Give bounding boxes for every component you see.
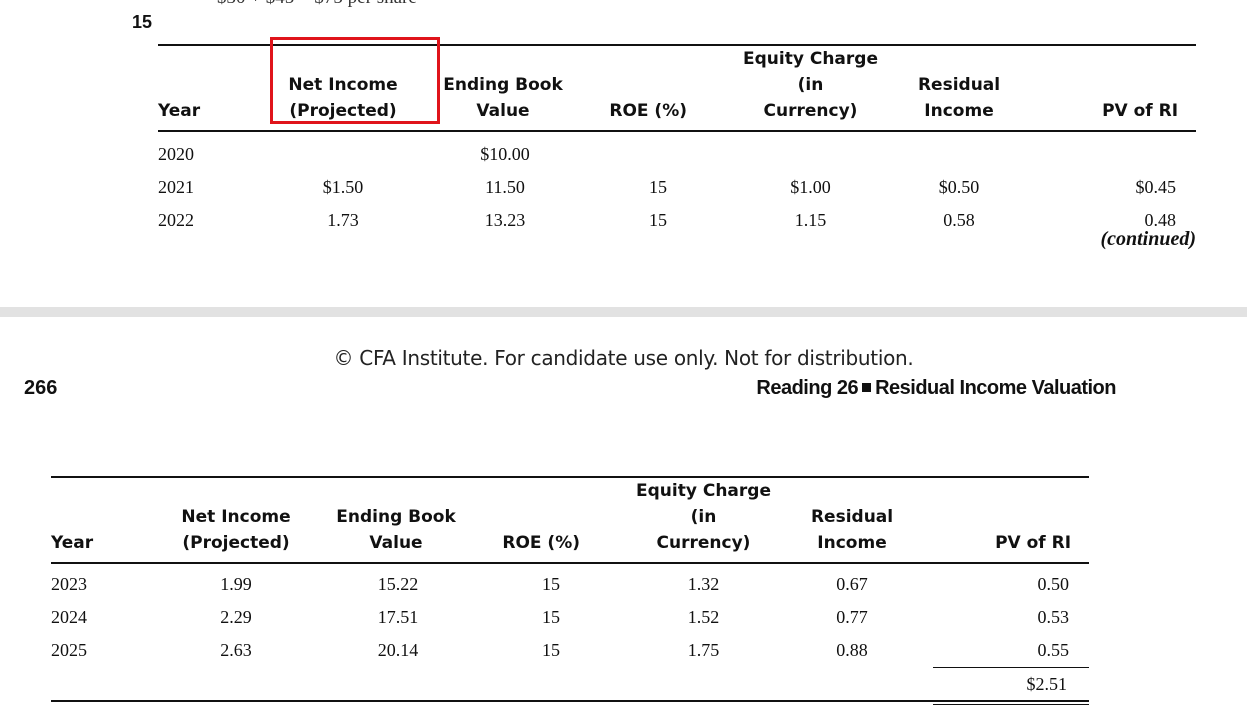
table-row: 2020 $10.00 [158,131,1196,171]
square-bullet-icon [862,382,872,392]
header-equity-charge: Equity Charge (in Currency) [636,481,771,553]
running-head-title: Residual Income Valuation [875,377,1116,399]
cell-equity-charge: 1.52 [687,607,720,627]
cell-pv-total: $2.51 [933,667,1090,705]
cell-ending-book-value: 15.22 [377,574,419,594]
highlight-box [270,37,440,124]
cell-pv-of-ri: 0.53 [1037,607,1070,627]
residual-income-table-bottom: Year Net Income (Projected) Ending Book Va… [51,476,1090,705]
cell-residual-income: $0.50 [938,177,980,197]
cell-roe: 15 [542,607,561,627]
table-bottom-rule [51,700,1089,702]
cell-year: 2021 [158,177,194,197]
cell-year: 2022 [158,210,194,230]
cell-ending-book-value: $10.00 [480,144,530,164]
residual-income-table-top: Year Net Income (Projected) Ending Book Va… [158,44,1197,237]
copyright-notice: © CFA Institute. For candidate use only.… [333,346,914,370]
table-row: 2022 1.73 13.23 15 1.15 0.58 0.48 [158,204,1196,237]
cell-roe: 15 [649,177,668,197]
header-ending-book-value: Ending Book Value [443,75,563,121]
cell-net-income: 2.63 [220,640,252,661]
table-row: 2024 2.29 17.51 15 1.52 0.77 0.53 [51,601,1089,634]
cell-residual-income: 0.58 [943,210,975,230]
total-row: $2.51 [51,667,1090,705]
cell-roe: 15 [542,574,561,594]
cell-residual-income: 0.77 [836,607,868,627]
cell-equity-charge: 1.32 [687,574,720,594]
header-row: Year Net Income (Projected) Ending Book Va… [158,45,1197,131]
cell-net-income: 1.73 [327,210,359,230]
cell-ending-book-value: 13.23 [484,210,526,230]
cell-equity-charge [723,131,878,171]
table-row: 2025 2.63 20.14 15 1.75 0.88 0.55 [51,634,1090,668]
header-residual-income: Residual Income [810,507,894,553]
cell-roe: 15 [542,640,561,661]
header-residual-income: Residual Income [917,75,1001,121]
cell-equity-charge: 1.75 [687,640,720,661]
continued-label: (continued) [1100,228,1196,250]
cell-pv-of-ri [1040,131,1196,171]
header-net-income: Net Income (Projected) [288,75,398,121]
cell-equity-charge: $1.00 [790,177,831,197]
header-pv-of-ri: PV of RI [1102,101,1179,121]
cell-year: 2025 [51,640,87,661]
cell-year: 2023 [51,574,87,594]
cell-roe: 15 [649,210,668,230]
cell-year: 2020 [158,144,194,164]
cell-net-income: 1.99 [220,574,252,594]
cell-net-income: 2.29 [220,607,252,627]
table-row: 2021 $1.50 11.50 15 $1.00 $0.50 $0.45 [158,171,1196,204]
running-head-reading: Reading 26 [756,377,859,399]
header-roe: ROE (%) [609,101,688,121]
question-number: 15 [132,12,153,32]
cell-year: 2024 [51,607,87,627]
table-row: 2023 1.99 15.22 15 1.32 0.67 0.50 [51,563,1089,601]
clipped-prior-text: $30 + $45 = $75 per share [217,0,417,9]
header-roe: ROE (%) [502,533,581,553]
cell-residual-income: 0.88 [836,640,868,661]
running-head: Reading 26 Residual Income Valuation [756,377,1116,400]
cell-roe [578,131,723,171]
cell-pv-of-ri: 0.55 [933,634,1090,668]
cell-pv-of-ri: 0.50 [1037,574,1070,594]
cell-net-income: $1.50 [322,177,364,197]
cell-equity-charge: 1.15 [794,210,827,230]
header-equity-charge: Equity Charge (in Currency) [743,49,878,121]
page-divider [0,307,1247,317]
header-year: Year [51,533,94,553]
header-row: Year Net Income (Projected) Ending Book Va… [51,477,1090,563]
cell-ending-book-value: 17.51 [377,607,419,627]
header-ending-book-value: Ending Book Value [336,507,456,553]
header-pv-of-ri: PV of RI [995,533,1072,553]
cell-pv-of-ri: 0.48 [1144,210,1177,230]
cell-pv-of-ri: $0.45 [1135,177,1177,197]
cell-residual-income [878,131,1040,171]
cell-residual-income: 0.67 [836,574,868,594]
cell-ending-book-value: 11.50 [485,177,525,197]
page-number: 266 [24,377,58,399]
cell-net-income [258,131,428,171]
total-spacer [51,668,933,704]
header-net-income: Net Income (Projected) [181,507,291,553]
header-year: Year [158,101,201,121]
cell-ending-book-value: 20.14 [377,640,419,661]
